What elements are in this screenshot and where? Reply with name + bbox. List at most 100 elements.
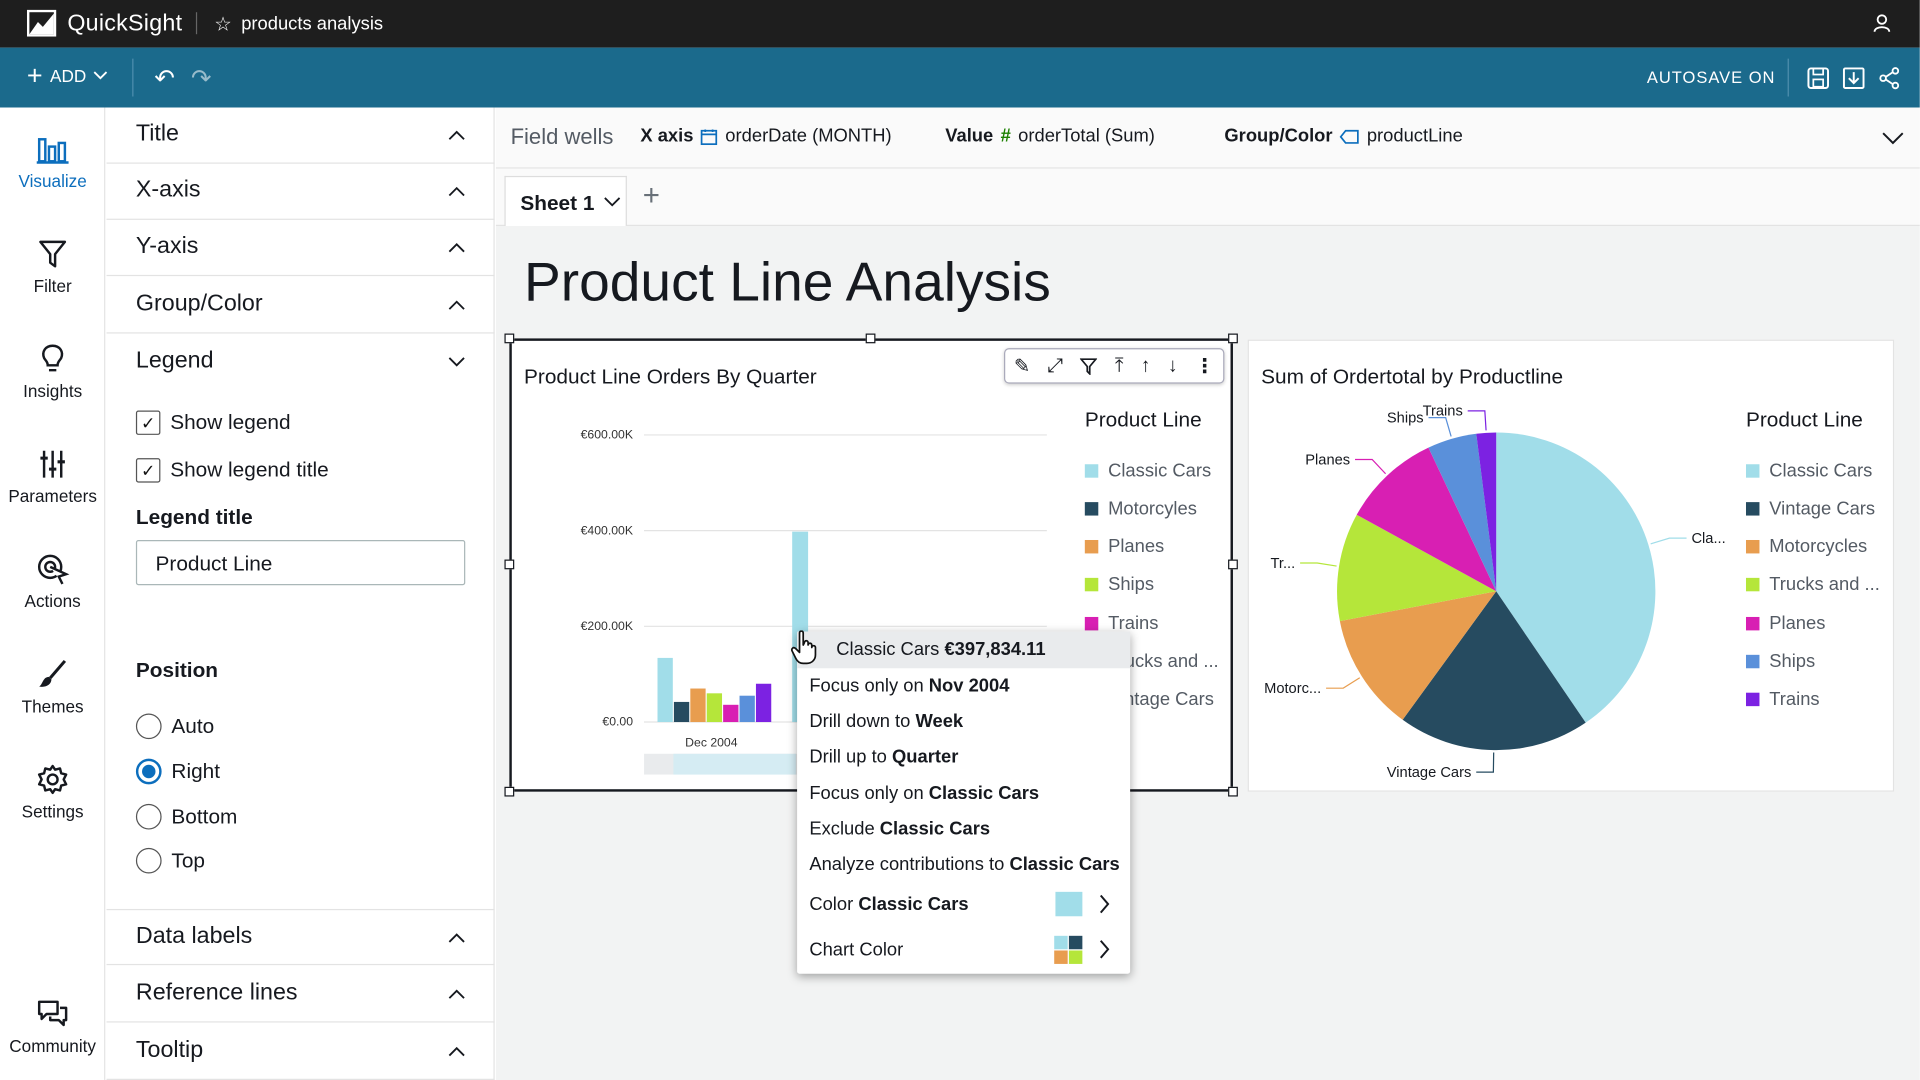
- legend-item[interactable]: Classic Cars: [1084, 461, 1211, 481]
- section-reference-lines[interactable]: Reference lines: [106, 966, 495, 1023]
- section-title[interactable]: Title: [106, 108, 495, 164]
- download-icon[interactable]: [1841, 66, 1865, 90]
- section-data-labels[interactable]: Data labels: [106, 908, 495, 966]
- radio-right[interactable]: Right: [135, 758, 220, 785]
- bar[interactable]: [706, 693, 723, 723]
- radio-auto[interactable]: Auto: [135, 713, 214, 740]
- visual-title[interactable]: Product Line Orders By Quarter: [524, 365, 817, 389]
- color-swatch[interactable]: [1055, 891, 1083, 917]
- nav-visualize[interactable]: Visualize: [0, 132, 105, 191]
- visual-title[interactable]: Sum of Ordertotal by Productline: [1261, 365, 1564, 389]
- more-options-icon[interactable]: ⋮: [1194, 356, 1215, 377]
- bar[interactable]: [755, 683, 772, 723]
- bar[interactable]: [673, 701, 690, 723]
- star-icon[interactable]: ☆: [214, 14, 232, 36]
- nav-parameters[interactable]: Parameters: [0, 447, 105, 506]
- legend-item[interactable]: Trucks and ...: [1745, 574, 1880, 595]
- resize-handle[interactable]: [504, 786, 515, 797]
- nav-themes[interactable]: Themes: [0, 657, 105, 716]
- resize-handle[interactable]: [1228, 559, 1238, 570]
- redo-icon[interactable]: ↷: [191, 65, 212, 93]
- chevron-down-icon[interactable]: [1882, 132, 1904, 145]
- tab-sheet-1[interactable]: Sheet 1: [504, 175, 627, 227]
- expand-icon[interactable]: ⤢: [1047, 354, 1064, 376]
- section-x-axis[interactable]: X-axis: [106, 164, 495, 220]
- edit-pencil-icon[interactable]: ✎: [1013, 356, 1031, 377]
- legend-item[interactable]: Trains: [1745, 689, 1820, 710]
- radio-bottom[interactable]: Bottom: [135, 803, 237, 830]
- menu-item-drill-down[interactable]: Drill down to Week: [809, 711, 963, 732]
- palette-icon[interactable]: [1053, 935, 1084, 966]
- filter-icon[interactable]: [1080, 357, 1098, 375]
- menu-item-focus-category[interactable]: Focus only on Classic Cars: [809, 783, 1039, 804]
- legend-item[interactable]: Planes: [1745, 613, 1825, 634]
- well-group-color[interactable]: Group/Color productLine: [1224, 126, 1462, 147]
- autosave-status[interactable]: AUTOSAVE ON: [1646, 68, 1776, 87]
- save-icon[interactable]: [1806, 66, 1830, 90]
- dashboard-title[interactable]: Product Line Analysis: [524, 250, 1051, 313]
- scroll-thumb[interactable]: [673, 753, 796, 775]
- pie-slice[interactable]: [1496, 432, 1656, 723]
- resize-handle[interactable]: [504, 559, 515, 570]
- menu-item-drill-up[interactable]: Drill up to Quarter: [809, 746, 958, 767]
- arrow-down-icon[interactable]: ↓: [1167, 354, 1178, 376]
- bar[interactable]: [657, 657, 673, 723]
- legend-item[interactable]: Vintage Cars: [1745, 498, 1875, 519]
- radio-top[interactable]: Top: [135, 847, 205, 874]
- chevron-right-icon[interactable]: [1098, 894, 1110, 914]
- well-x-axis[interactable]: X axis orderDate (MONTH): [640, 126, 891, 147]
- nav-filter[interactable]: Filter: [0, 237, 105, 296]
- bar-chart-plot[interactable]: €600.00K €400.00K €200.00K €0.00 Dec 2004: [512, 403, 1057, 782]
- bar[interactable]: [690, 688, 706, 723]
- undo-icon[interactable]: ↶: [154, 65, 175, 93]
- pie-slice[interactable]: [1337, 514, 1497, 622]
- nav-settings[interactable]: Settings: [0, 762, 105, 821]
- resize-handle[interactable]: [1228, 786, 1238, 797]
- resize-handle[interactable]: [504, 333, 515, 344]
- legend-item[interactable]: Motorcycles: [1745, 536, 1867, 557]
- resize-handle[interactable]: [1228, 333, 1238, 344]
- section-tooltip[interactable]: Tooltip: [106, 1024, 495, 1080]
- well-value[interactable]: Value # orderTotal (Sum): [945, 126, 1155, 147]
- menu-item-exclude[interactable]: Exclude Classic Cars: [809, 819, 990, 840]
- app-brand[interactable]: QuickSight: [67, 10, 183, 37]
- user-icon[interactable]: [1871, 12, 1893, 34]
- analysis-name[interactable]: products analysis: [241, 13, 384, 35]
- nav-actions[interactable]: Actions: [0, 552, 105, 611]
- nav-community[interactable]: Community: [0, 997, 105, 1056]
- chevron-down-icon[interactable]: [604, 197, 621, 208]
- pie-slice[interactable]: [1339, 591, 1497, 720]
- legend-item[interactable]: Motorcyles: [1084, 498, 1197, 519]
- resize-handle[interactable]: [865, 333, 876, 344]
- arrow-up-icon[interactable]: ↑: [1140, 354, 1151, 376]
- menu-item-analyze-contributions[interactable]: Analyze contributions to Classic Cars: [809, 854, 1119, 875]
- legend-item[interactable]: Ships: [1745, 651, 1815, 672]
- bar[interactable]: [723, 704, 739, 723]
- chevron-right-icon[interactable]: [1098, 939, 1110, 959]
- bar[interactable]: [739, 695, 755, 723]
- pie-slice[interactable]: [1476, 432, 1497, 592]
- menu-item-chart-color[interactable]: Chart Color: [809, 939, 903, 960]
- legend-item[interactable]: Planes: [1084, 536, 1164, 557]
- show-legend-title-checkbox[interactable]: ✓ Show legend title: [135, 458, 329, 483]
- nav-insights[interactable]: Insights: [0, 342, 105, 401]
- field-wells[interactable]: Field wells X axis orderDate (MONTH) Valu…: [495, 107, 1920, 169]
- legend-item[interactable]: Trains: [1084, 613, 1158, 634]
- legend-item[interactable]: Classic Cars: [1745, 461, 1872, 481]
- show-legend-checkbox[interactable]: ✓ Show legend: [135, 410, 291, 435]
- share-icon[interactable]: [1877, 66, 1901, 90]
- legend-item[interactable]: Ships: [1084, 574, 1154, 595]
- section-y-axis[interactable]: Y-axis: [106, 220, 495, 277]
- menu-item-focus-date[interactable]: Focus only on Nov 2004: [809, 676, 1009, 697]
- pie-slice[interactable]: [1428, 433, 1497, 592]
- legend-title-input[interactable]: Product Line: [135, 539, 466, 586]
- add-button[interactable]: + ADD: [27, 62, 108, 89]
- move-to-top-icon[interactable]: ⤒: [1114, 354, 1124, 376]
- add-sheet-icon[interactable]: +: [642, 179, 660, 213]
- menu-item-color[interactable]: Color Classic Cars: [809, 894, 968, 915]
- pie-slice[interactable]: [1402, 591, 1586, 751]
- section-legend[interactable]: Legend: [107, 335, 495, 391]
- pie-chart-plot[interactable]: Cla... Vintage Cars Motorc... Tr... Planes Sh…: [1249, 403, 1727, 782]
- section-group-color[interactable]: Group/Color: [106, 277, 495, 334]
- pie-slice[interactable]: [1356, 447, 1497, 592]
